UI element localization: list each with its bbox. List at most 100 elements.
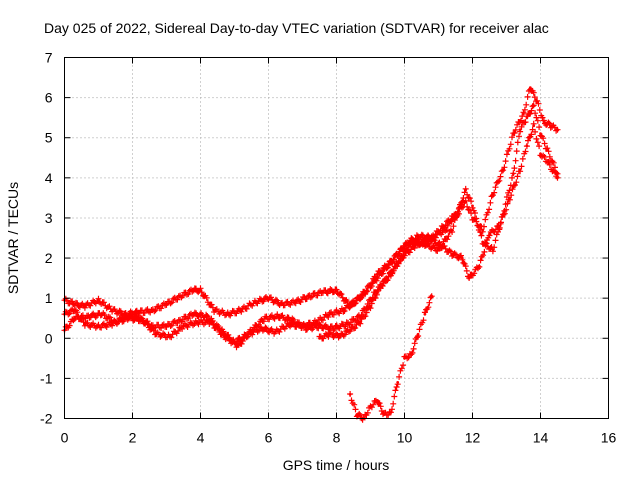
data-point bbox=[450, 228, 454, 232]
x-tick-label: 16 bbox=[601, 430, 617, 446]
x-tick-label: 2 bbox=[129, 430, 137, 446]
data-point bbox=[525, 116, 529, 120]
data-point bbox=[471, 204, 474, 208]
series-markers bbox=[347, 293, 435, 423]
data-point bbox=[477, 264, 481, 268]
data-point bbox=[114, 320, 117, 324]
data-point bbox=[192, 312, 196, 316]
data-point bbox=[535, 100, 539, 103]
data-point bbox=[416, 234, 420, 238]
data-point bbox=[460, 256, 464, 260]
data-point bbox=[416, 332, 420, 336]
data-point bbox=[471, 216, 474, 220]
data-point bbox=[73, 316, 77, 320]
data-point bbox=[318, 324, 321, 328]
x-tick-label: 8 bbox=[333, 430, 341, 446]
y-tick-label: -1 bbox=[40, 370, 53, 386]
data-point bbox=[73, 308, 77, 312]
data-point bbox=[440, 244, 444, 248]
series-markers bbox=[61, 86, 561, 319]
data-point bbox=[430, 236, 434, 240]
data-point bbox=[273, 330, 277, 334]
data-point bbox=[178, 318, 182, 322]
data-point bbox=[267, 296, 270, 300]
data-point bbox=[369, 284, 372, 288]
data-point bbox=[539, 132, 542, 136]
data-point bbox=[545, 148, 549, 152]
data-point bbox=[199, 288, 202, 292]
data-point bbox=[369, 304, 372, 308]
y-tick-label: 0 bbox=[45, 330, 53, 346]
data-point bbox=[556, 128, 559, 132]
data-point bbox=[481, 240, 485, 244]
data-point bbox=[491, 248, 495, 252]
data-point bbox=[195, 320, 199, 324]
y-tick-label: 6 bbox=[45, 90, 53, 106]
data-point bbox=[518, 168, 522, 172]
data-point bbox=[168, 334, 172, 338]
data-point bbox=[260, 326, 264, 330]
data-point bbox=[420, 242, 423, 246]
data-point bbox=[328, 332, 332, 336]
y-tick-label: 4 bbox=[45, 170, 53, 186]
series-markers bbox=[316, 210, 462, 342]
data-point bbox=[437, 248, 440, 252]
data-point bbox=[539, 152, 542, 156]
data-point bbox=[549, 124, 553, 128]
data-point bbox=[409, 240, 413, 244]
data-point bbox=[396, 381, 400, 384]
x-tick-label: 12 bbox=[465, 430, 481, 446]
data-point bbox=[430, 294, 434, 298]
data-point bbox=[321, 290, 325, 294]
data-point bbox=[182, 324, 185, 328]
data-point bbox=[209, 320, 213, 324]
data-point bbox=[532, 124, 536, 128]
data-point bbox=[511, 132, 515, 136]
data-point bbox=[137, 310, 141, 314]
data-point bbox=[348, 328, 352, 332]
data-point bbox=[97, 298, 100, 302]
data-point bbox=[141, 318, 145, 322]
data-point bbox=[290, 318, 294, 322]
data-point bbox=[328, 312, 332, 316]
data-point bbox=[83, 304, 87, 308]
data-point bbox=[83, 322, 87, 326]
data-point bbox=[236, 344, 240, 348]
data-point bbox=[375, 399, 379, 402]
data-point bbox=[205, 314, 209, 318]
data-point bbox=[556, 176, 559, 180]
data-point bbox=[389, 411, 393, 414]
data-point bbox=[488, 232, 491, 236]
y-tick-label: 3 bbox=[45, 210, 53, 226]
data-point bbox=[345, 322, 349, 326]
y-tick-label: 5 bbox=[45, 130, 53, 146]
data-point bbox=[263, 316, 267, 320]
data-point bbox=[355, 298, 359, 302]
data-point bbox=[331, 326, 335, 330]
data-point bbox=[110, 308, 114, 312]
data-point bbox=[542, 120, 546, 124]
data-point bbox=[355, 413, 359, 416]
data-point bbox=[338, 334, 342, 338]
data-point bbox=[457, 212, 461, 216]
data-point bbox=[491, 192, 495, 196]
data-point bbox=[396, 252, 400, 256]
data-point bbox=[498, 224, 502, 228]
data-series bbox=[61, 86, 561, 423]
data-point bbox=[501, 168, 505, 172]
series-track-d bbox=[316, 210, 462, 342]
data-point bbox=[127, 316, 131, 320]
grid-lines bbox=[64, 57, 609, 419]
x-tick-label: 4 bbox=[197, 430, 205, 446]
x-tick-label: 14 bbox=[533, 430, 549, 446]
data-point bbox=[450, 252, 454, 256]
chart-title: Day 025 of 2022, Sidereal Day-to-day VTE… bbox=[44, 20, 549, 36]
data-point bbox=[440, 226, 444, 230]
data-point bbox=[522, 112, 525, 116]
x-axis-label: GPS time / hours bbox=[283, 457, 390, 473]
data-point bbox=[151, 308, 155, 312]
data-point bbox=[318, 336, 321, 340]
data-point bbox=[464, 188, 468, 192]
